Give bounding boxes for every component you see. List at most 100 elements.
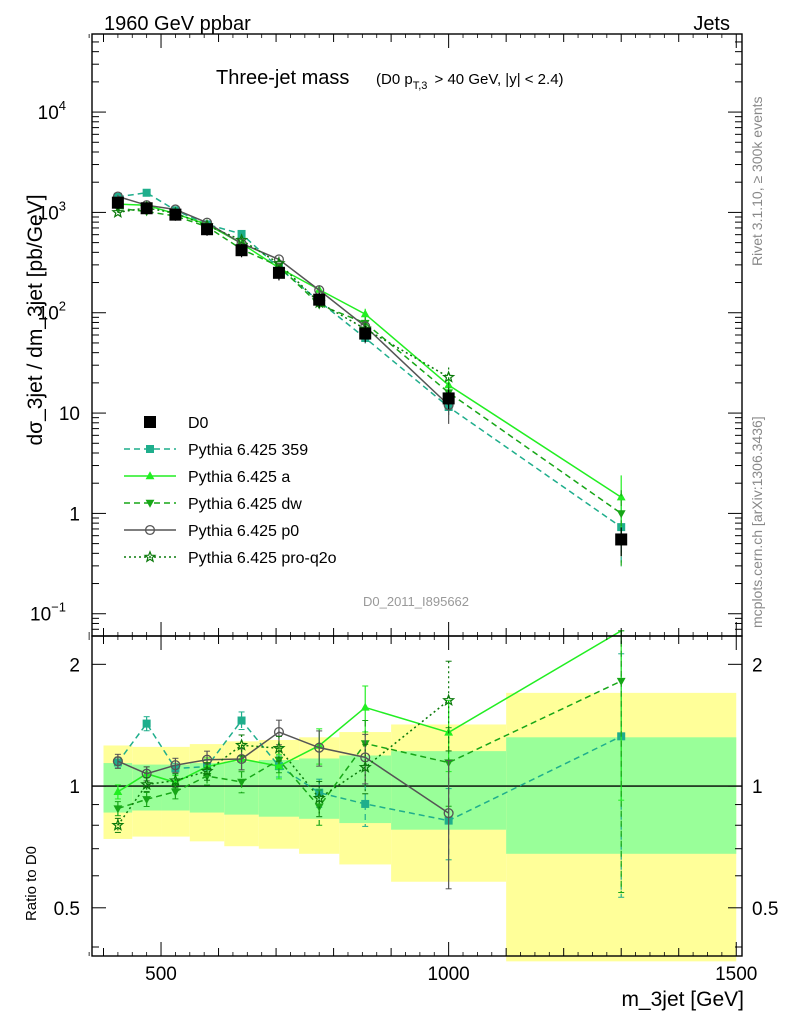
data-point bbox=[616, 492, 626, 501]
rivet-version-label: Rivet 3.1.10, ≥ 300k events bbox=[749, 96, 765, 266]
ratio-point bbox=[312, 791, 326, 804]
plot-title-cut: (D0 pT,3 > 40 GeV, |y| < 2.4) bbox=[376, 71, 564, 92]
data-point bbox=[360, 309, 370, 318]
d0-data-point bbox=[235, 244, 248, 257]
legend: D0 Pythia 6.425 359 Pythia 6.425 a Pythia 6… bbox=[124, 415, 337, 567]
ratio-y-tick-label: 2 bbox=[69, 655, 80, 676]
main-frame bbox=[91, 33, 743, 637]
series-pythia-6-425-p0 bbox=[112, 191, 454, 890]
ratio-point bbox=[358, 760, 372, 773]
series-line-main bbox=[117, 203, 622, 498]
x-tick-label: 1500 bbox=[715, 964, 757, 985]
ratio-point bbox=[237, 778, 246, 787]
ratio-point bbox=[274, 761, 284, 770]
ratio-point bbox=[113, 786, 123, 795]
ratio-point bbox=[616, 677, 626, 686]
legend-item: Pythia 6.425 p0 bbox=[124, 523, 299, 540]
analysis-label: D0_2011_I895662 bbox=[363, 594, 469, 609]
d0-data-point bbox=[272, 266, 285, 279]
ratio-point bbox=[443, 808, 454, 819]
ratio-point bbox=[170, 760, 181, 771]
header-left: 1960 GeV ppbar bbox=[104, 13, 251, 35]
y-tick-exponent: 2 bbox=[59, 299, 66, 314]
legend-label: Pythia 6.425 pro-q2o bbox=[188, 550, 337, 567]
y-axis-label-main: dσ_3jet / dm_3jet [pb/GeV] bbox=[24, 194, 47, 445]
ratio-point bbox=[111, 818, 125, 831]
y-tick-label: 10−1 bbox=[30, 600, 66, 626]
data-point bbox=[111, 205, 125, 218]
legend-item: Pythia 6.425 359 bbox=[124, 442, 308, 459]
ratio-point bbox=[200, 764, 214, 777]
y-tick-exponent: 4 bbox=[59, 98, 66, 113]
d0-data-point bbox=[111, 196, 124, 209]
ratio-point bbox=[236, 753, 247, 765]
legend-label: Pythia 6.425 p0 bbox=[188, 523, 299, 540]
ratio-frame bbox=[91, 635, 743, 957]
y-tick-exponent: −1 bbox=[51, 600, 66, 615]
legend-marker bbox=[145, 499, 155, 508]
data-point bbox=[273, 254, 284, 265]
y-tick-label: 1 bbox=[69, 504, 80, 525]
x-tick-label: 500 bbox=[145, 964, 177, 985]
mcplots-label: mcplots.cern.ch [arXiv:1306.3436] bbox=[749, 416, 765, 628]
y-tick-label: 104 bbox=[38, 98, 66, 124]
d0-data-point bbox=[169, 208, 182, 221]
y-tick-label: 10 bbox=[59, 404, 80, 425]
legend-item: Pythia 6.425 a bbox=[124, 469, 290, 486]
d0-data-point bbox=[313, 293, 326, 306]
title-cut-rest: > 40 GeV, |y| < 2.4) bbox=[430, 71, 563, 88]
series-line-main bbox=[117, 191, 622, 528]
series-layer bbox=[111, 188, 628, 898]
data-point bbox=[142, 188, 151, 197]
data-point bbox=[442, 370, 456, 383]
data-point bbox=[234, 233, 249, 246]
series-line-ratio bbox=[117, 680, 622, 810]
d0-data-point bbox=[615, 533, 628, 546]
legend-label: Pythia 6.425 dw bbox=[188, 496, 302, 513]
ratio-y-tick-label: 2 bbox=[752, 655, 763, 676]
ratio-point bbox=[442, 693, 456, 706]
legend-marker bbox=[145, 471, 155, 480]
ratio-point bbox=[272, 741, 286, 754]
ratio-point bbox=[360, 702, 370, 711]
data-point bbox=[616, 510, 626, 519]
ratio-y-tick-label: 1 bbox=[69, 777, 80, 798]
series-line-main bbox=[117, 195, 450, 406]
legend-label: Pythia 6.425 359 bbox=[188, 442, 308, 459]
legend-item: D0 bbox=[144, 415, 209, 432]
legend-marker bbox=[143, 550, 157, 563]
series-d0 bbox=[111, 196, 628, 557]
ratio-point bbox=[142, 719, 151, 728]
y-axis-label-ratio: Ratio to D0 bbox=[23, 846, 40, 921]
ratio-point bbox=[234, 738, 249, 751]
ratio-y-tick-label: 1 bbox=[752, 777, 763, 798]
ratio-point bbox=[168, 773, 183, 787]
d0-data-point bbox=[201, 223, 214, 236]
ratio-uncertainty-bands bbox=[103, 692, 737, 962]
d0-data-point bbox=[442, 392, 455, 405]
ratio-point bbox=[142, 796, 152, 805]
legend-item: Pythia 6.425 pro-q2o bbox=[124, 550, 337, 567]
ratio-y-tick-label: 0.5 bbox=[54, 899, 80, 920]
ratio-y-tick-label: 0.5 bbox=[752, 899, 778, 920]
legend-marker bbox=[146, 445, 154, 453]
ratio-point bbox=[361, 799, 370, 808]
ratio-point bbox=[140, 777, 154, 791]
legend-item: Pythia 6.425 dw bbox=[124, 496, 302, 513]
plot-title: Three-jet mass bbox=[216, 67, 349, 89]
ratio-point bbox=[237, 716, 246, 725]
series-line-main bbox=[117, 207, 622, 515]
x-tick-label: 1000 bbox=[427, 964, 469, 985]
legend-label: Pythia 6.425 a bbox=[188, 469, 290, 486]
series-line-ratio bbox=[117, 719, 622, 822]
ratio-point bbox=[314, 742, 325, 753]
y-tick-exponent: 3 bbox=[59, 198, 66, 213]
legend-label: D0 bbox=[188, 415, 209, 432]
title-cut-subscript: T,3 bbox=[413, 80, 428, 92]
series-line-ratio bbox=[117, 630, 622, 793]
x-axis-label: m_3jet [GeV] bbox=[621, 988, 744, 1011]
ratio-band-inner bbox=[224, 761, 259, 815]
legend-marker bbox=[144, 524, 156, 536]
ratio-point bbox=[112, 756, 123, 767]
